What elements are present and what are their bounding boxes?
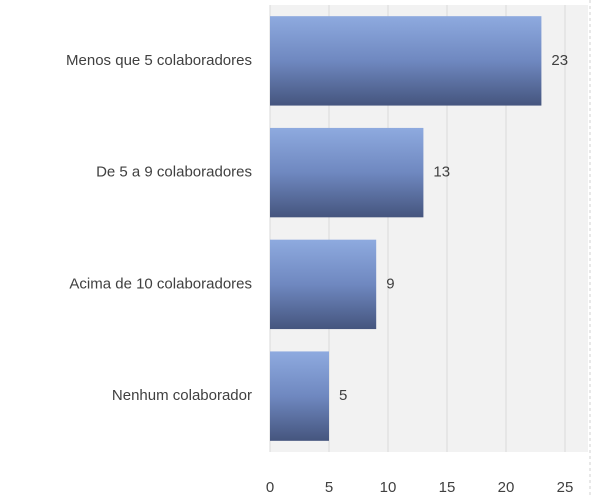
- value-label: 13: [433, 164, 450, 181]
- y-tick-label: De 5 a 9 colaboradores: [96, 164, 252, 181]
- bar: [270, 16, 542, 106]
- x-tick-label: 20: [498, 479, 515, 496]
- x-tick-label: 25: [557, 479, 574, 496]
- bar: [270, 239, 377, 330]
- y-tick-label: Acima de 10 colaboradores: [69, 275, 252, 292]
- value-label: 23: [551, 52, 568, 69]
- bar: [270, 127, 424, 218]
- value-label: 5: [339, 387, 347, 404]
- y-tick-label: Menos que 5 colaboradores: [66, 52, 252, 69]
- y-tick-label: Nenhum colaborador: [112, 387, 252, 404]
- x-tick-label: 5: [325, 479, 333, 496]
- x-tick-label: 15: [439, 479, 456, 496]
- x-tick-label: 0: [266, 479, 274, 496]
- value-label: 9: [386, 275, 394, 292]
- bar: [270, 351, 329, 441]
- x-tick-label: 10: [380, 479, 397, 496]
